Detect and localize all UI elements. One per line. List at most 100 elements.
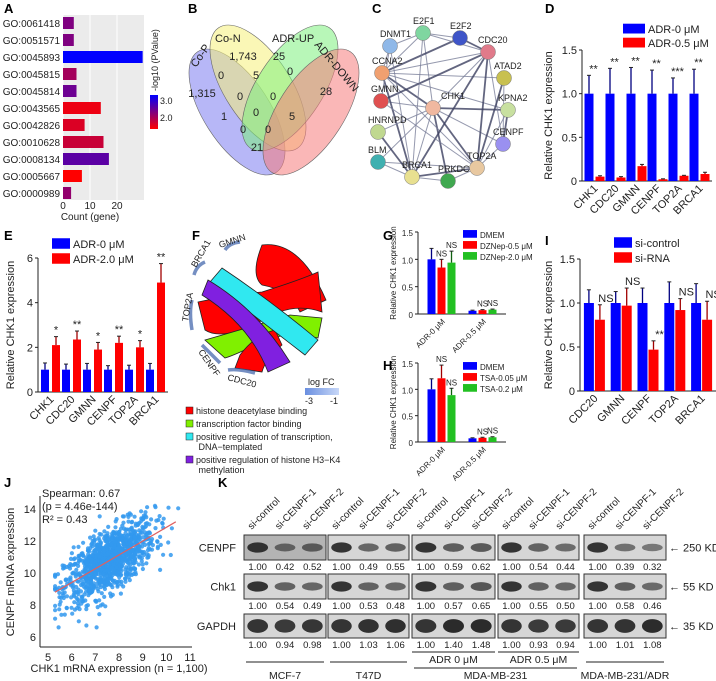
scatter-point	[149, 517, 154, 522]
bar	[63, 119, 85, 131]
y-tick-label: 12	[24, 536, 36, 548]
blot-row-label: Chk1	[210, 582, 236, 594]
blot-band	[274, 619, 296, 633]
scatter-point	[166, 540, 171, 545]
scatter-point	[121, 542, 126, 547]
scatter-point	[85, 548, 91, 553]
scatter-point	[84, 607, 89, 612]
scatter-point	[104, 544, 110, 550]
scatter-point	[112, 531, 117, 536]
blot-band	[415, 619, 437, 633]
network-node	[370, 124, 386, 140]
scatter-point	[71, 545, 76, 550]
band-intensity: 0.94	[276, 640, 295, 651]
blot-band	[301, 543, 323, 552]
y-tick-label: 6	[30, 632, 36, 644]
x-tick-label: ADR-0 μM	[414, 317, 447, 350]
blot-band	[614, 619, 636, 633]
blot-band	[358, 619, 379, 633]
bar	[94, 349, 102, 392]
venn-count: 0	[218, 70, 224, 82]
scatter-point	[115, 579, 120, 585]
venn-count: 0	[287, 66, 293, 78]
bar	[63, 170, 82, 182]
network-edge	[422, 32, 434, 109]
scatter-point	[91, 534, 96, 539]
fit-line	[54, 521, 177, 593]
scatter-point	[81, 540, 86, 545]
scatter-point	[87, 576, 92, 582]
y-axis-label: Relative CHK1 expression	[389, 226, 398, 319]
network-edge	[381, 72, 434, 109]
scatter-point	[57, 607, 62, 612]
colorbar-title: log FC	[308, 377, 335, 387]
legend-label: ADR-0 μM	[648, 24, 700, 36]
y-tick-label: 1.0	[560, 298, 575, 310]
y-tick-label: 0	[27, 387, 33, 399]
network-edge	[487, 51, 504, 145]
panel-d-chart: 00.51.01.5**CHK1**CDC20**GMNN**CENPF***T…	[543, 23, 712, 217]
panel-label-H: H	[383, 358, 392, 373]
y-tick-label: 8	[30, 600, 36, 612]
node-label: E2F1	[413, 16, 435, 26]
scatter-point	[124, 535, 129, 540]
scatter-point	[110, 592, 115, 598]
scatter-point	[94, 625, 99, 630]
x-tick-label: 11	[184, 652, 195, 664]
scatter-point	[83, 559, 88, 564]
band-intensity: 0.48	[386, 601, 405, 612]
scatter-point	[71, 562, 77, 567]
network-edge	[380, 51, 489, 102]
bar	[583, 303, 594, 391]
scatter-point	[76, 587, 81, 592]
blot-band	[614, 582, 636, 591]
scatter-point	[70, 611, 75, 616]
scatter-point	[83, 566, 88, 571]
significance-label: **	[610, 56, 619, 68]
network-node	[382, 38, 398, 54]
band-intensity: 0.46	[643, 601, 662, 612]
network-edge	[377, 161, 478, 169]
band-intensity: 0.65	[472, 601, 491, 612]
network-node	[480, 44, 496, 60]
scatter-point	[129, 566, 134, 571]
y-tick-label: 14	[24, 504, 36, 516]
network-edge	[411, 167, 478, 178]
blot-band	[358, 543, 379, 552]
band-intensity: 0.49	[303, 601, 322, 612]
band-intensity: 0.42	[276, 562, 295, 573]
scatter-point	[84, 623, 89, 628]
network-node	[469, 160, 485, 176]
legend-swatch	[52, 238, 70, 249]
bar	[63, 102, 101, 114]
bar	[594, 319, 605, 391]
category-label: GO:0005667	[3, 172, 61, 183]
y-tick-label: 0.5	[560, 342, 575, 354]
annotation: (p = 4.46e-144)	[42, 501, 118, 513]
significance-label: NS	[477, 427, 488, 436]
scatter-point	[132, 534, 137, 539]
blot-band	[555, 582, 576, 591]
band-intensity: 1.00	[332, 562, 351, 573]
network-node	[404, 169, 420, 185]
bar	[62, 369, 70, 392]
scatter-point	[138, 530, 143, 535]
gene-arc	[227, 367, 256, 375]
venn-count: 0	[270, 91, 276, 103]
scatter-point	[92, 540, 97, 545]
significance-label: NS	[487, 427, 498, 436]
bar	[675, 310, 686, 391]
y-tick-label: 0.5	[402, 284, 414, 293]
venn-count: 5	[289, 111, 295, 123]
scatter-point	[157, 514, 162, 519]
scatter-point	[158, 567, 163, 573]
scatter-point	[99, 567, 104, 572]
blot-band	[501, 581, 522, 592]
gene-arc	[200, 343, 222, 365]
scatter-point	[146, 553, 151, 558]
band-intensity: 0.93	[529, 640, 548, 651]
colorbar	[305, 388, 339, 395]
band-intensity: 1.48	[472, 640, 491, 651]
